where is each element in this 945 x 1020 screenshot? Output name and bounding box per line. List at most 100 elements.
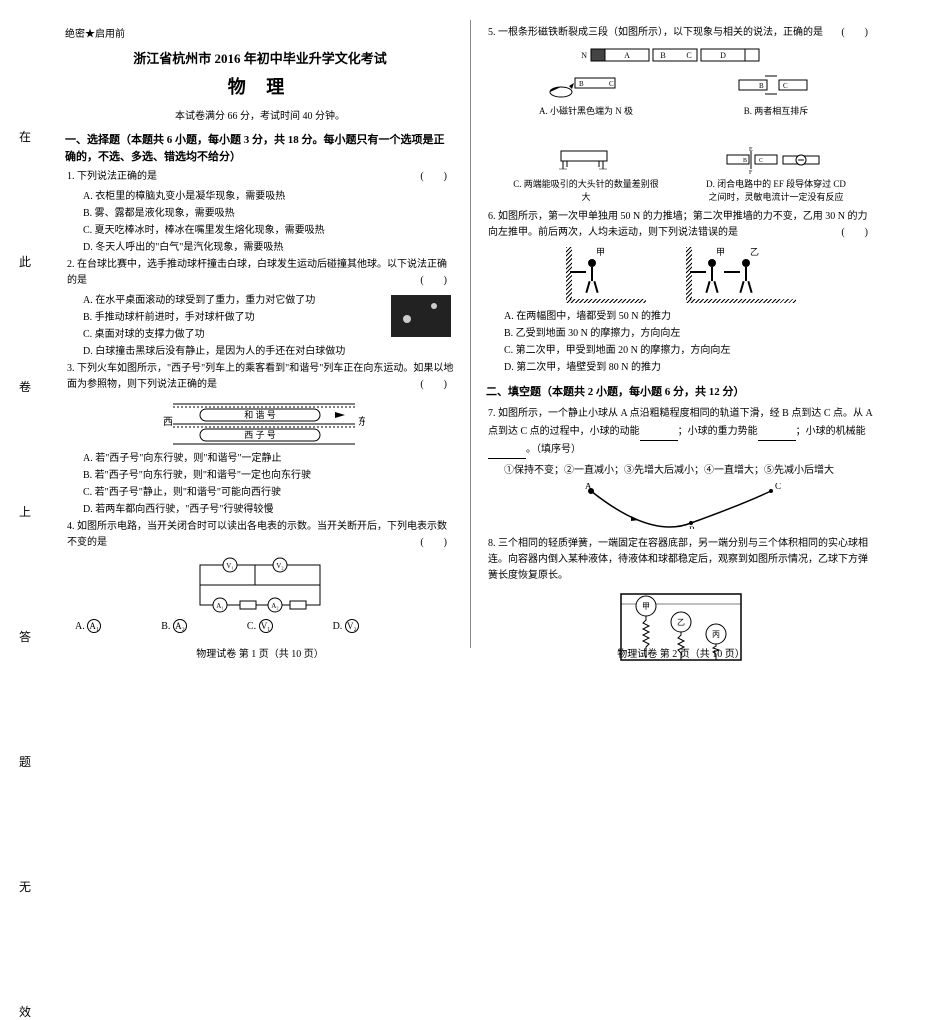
q5-stem: 5. 一根条形磁铁断裂成三段（如图所示），以下现象与相关的说法，正确的是 ( ) (486, 25, 876, 41)
q5-top-figure: N A B C D (486, 45, 876, 68)
margin-char: 答 (19, 628, 31, 645)
q7-p2: ；小球的重力势能 (678, 426, 758, 437)
q5-opt-c: C. 两端能吸引的大头针的数量差别很大 (511, 147, 661, 203)
man-label: 甲 (596, 245, 605, 258)
svg-text:B: B (689, 525, 695, 529)
q7-opts: ①保持不变；②一直减小；③先增大后减小；④一直增大；⑤先减小后增大 (486, 463, 876, 479)
meter-circle: A₁ (87, 619, 101, 633)
man-icon (704, 259, 720, 293)
magnet-b-svg: B C (731, 74, 821, 102)
svg-text:西 子 号: 西 子 号 (244, 430, 276, 440)
q3-text: 3. 下列火车如图所示，"西子号"列车上的乘客看到"和谐号"列车正在向东运动。如… (67, 363, 453, 390)
svg-text:C: C (686, 51, 691, 60)
magnet-d-svg: B C E F (721, 147, 831, 175)
q5-opt-b: B C B. 两者相互排斥 (701, 74, 851, 117)
page-container: 在 此 卷 上 答 题 无 效 绝密★启用前 浙江省杭州市 2016 年初中毕业… (0, 0, 945, 668)
svg-text:甲: 甲 (642, 602, 650, 611)
q7-stem: 7. 如图所示，一个静止小球从 A 点沿粗糙程度相同的轨道下滑，经 B 点到达 … (486, 405, 876, 459)
q6-stem: 6. 如图所示，第一次甲单独用 50 N 的力推墙；第二次甲推墙的力不变，乙用 … (486, 209, 876, 241)
billiard-ball (403, 315, 411, 323)
confidential-label: 绝密★启用前 (65, 25, 455, 40)
q4-a: A. A₁ (75, 619, 101, 633)
wall-icon (566, 247, 572, 303)
exam-title: 浙江省杭州市 2016 年初中毕业升学文化考试 (65, 48, 455, 67)
q3-a: A. 若"西子号"向东行驶，则"和谐号"一定静止 (65, 451, 455, 467)
blank-line (758, 429, 796, 441)
svg-text:C: C (775, 483, 781, 491)
svg-text:D: D (720, 51, 726, 60)
svg-text:C: C (759, 158, 763, 164)
paren: ( ) (420, 273, 447, 289)
q4-figure: V₁ V₂ A₁ A₂ (65, 555, 455, 615)
svg-text:丙: 丙 (712, 630, 720, 639)
train-svg: 和 谐 号 西 子 号 西 东 (155, 397, 365, 447)
wall-icon (686, 247, 692, 303)
paren: ( ) (420, 377, 447, 393)
q6-text: 6. 如图所示，第一次甲单独用 50 N 的力推墙；第二次甲推墙的力不变，乙用 … (488, 211, 867, 238)
svg-text:B: B (660, 51, 665, 60)
man-icon (738, 259, 754, 293)
svg-text:V₁: V₁ (226, 562, 234, 570)
svg-text:N: N (581, 51, 587, 60)
paren: ( ) (420, 169, 447, 185)
q4-text: 4. 如图所示电路，当开关闭合时可以读出各电表的示数。当开关断开后，下列电表示数… (67, 521, 447, 548)
q7-figure: A B C (486, 483, 876, 532)
margin-char: 在 (19, 128, 31, 145)
exam-info: 本试卷满分 66 分，考试时间 40 分钟。 (65, 107, 455, 122)
q1-d: D. 冬天人呼出的"白气"是汽化现象，需要吸热 (65, 240, 455, 256)
svg-text:B: B (759, 82, 764, 90)
q1-c: C. 夏天吃棒冰时，棒冰在嘴里发生熔化现象，需要吸热 (65, 223, 455, 239)
svg-text:西: 西 (163, 417, 173, 428)
q2-stem: 2. 在台球比赛中，选手推动球杆撞击白球，白球发生运动后碰撞其他球。以下说法正确… (65, 257, 455, 289)
subject-title: 物 理 (65, 73, 455, 99)
magnet-c-svg (541, 147, 631, 175)
man-label: 乙 (750, 245, 759, 258)
q3-b: B. 若"西子号"向东行驶，则"和谐号"一定也向东行驶 (65, 468, 455, 484)
meter-circle: A₂ (173, 619, 187, 633)
margin-char: 上 (19, 503, 31, 520)
margin-char: 无 (19, 878, 31, 895)
svg-text:C: C (783, 82, 788, 90)
q5-opt-a: B C A. 小磁针黑色端为 N 极 (511, 74, 661, 117)
blank-line (488, 447, 526, 459)
man-label: 甲 (716, 245, 725, 258)
q2-d: D. 白球撞击黑球后没有静止，是因为人的手还在对白球做功 (65, 344, 455, 360)
svg-text:C: C (609, 80, 614, 88)
paren: ( ) (420, 535, 447, 551)
q6-figure: 甲 甲 乙 (486, 247, 876, 303)
q2-figure (391, 295, 451, 337)
q4-options: A. A₁ B. A₂ C. V₁ D. V₂ (65, 619, 455, 633)
circuit-svg: V₁ V₂ A₁ A₂ (185, 555, 335, 615)
svg-text:B: B (579, 80, 584, 88)
svg-text:A₁: A₁ (216, 602, 224, 610)
q5-a-label: A. 小磁针黑色端为 N 极 (511, 104, 661, 117)
q5-c-label: C. 两端能吸引的大头针的数量差别很大 (511, 177, 661, 203)
svg-text:A: A (585, 483, 592, 491)
q5-b-label: B. 两者相互排斥 (701, 104, 851, 117)
q5-opt-d: B C E F D. 闭合电路中的 EF 段导体穿过 CD 之间时，灵敏电流计一… (701, 147, 851, 203)
q4-stem: 4. 如图所示电路，当开关闭合时可以读出各电表的示数。当开关断开后，下列电表示数… (65, 519, 455, 551)
margin-char: 题 (19, 753, 31, 770)
svg-text:F: F (749, 170, 753, 175)
svg-text:A: A (624, 51, 630, 60)
q3-stem: 3. 下列火车如图所示，"西子号"列车上的乘客看到"和谐号"列车正在向东运动。如… (65, 361, 455, 393)
q6-fig-right: 甲 乙 (686, 247, 796, 303)
magnet-bar-svg: N A B C D (581, 45, 781, 65)
q1-stem: 1. 下列说法正确的是 ( ) (65, 169, 455, 185)
meter-circle: V₂ (345, 619, 359, 633)
ground-icon (566, 299, 646, 303)
q6-b: B. 乙受到地面 30 N 的摩擦力，方向向左 (486, 326, 876, 342)
q7-p3: ；小球的机械能 (796, 426, 866, 437)
track-svg: A B C (571, 483, 791, 529)
meter-circle: V₁ (259, 619, 273, 633)
svg-text:和 谐 号: 和 谐 号 (244, 410, 276, 420)
paren: ( ) (841, 225, 868, 241)
magnet-a-svg: B C (541, 74, 631, 102)
q1-a: A. 衣柜里的樟脑丸变小是凝华现象，需要吸热 (65, 189, 455, 205)
q1-b: B. 雾、露都是液化现象，需要吸热 (65, 206, 455, 222)
q6-a: A. 在两幅图中，墙都受到 50 N 的推力 (486, 309, 876, 325)
q6-fig-left: 甲 (566, 247, 646, 303)
svg-text:乙: 乙 (677, 618, 685, 627)
margin-char: 卷 (19, 378, 31, 395)
margin-char: 效 (19, 1003, 31, 1020)
